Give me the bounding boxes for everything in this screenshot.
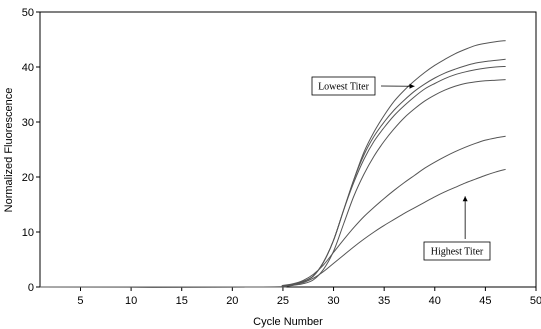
y-tick-label: 50 (22, 7, 34, 19)
annotation-lowest-titer: Lowest Titer (311, 76, 415, 96)
x-tick-label: 15 (176, 295, 188, 307)
titer-annotations: Lowest Titer Highest Titer (311, 76, 491, 261)
x-tick-label: 25 (277, 295, 289, 307)
y-tick-label: 30 (22, 117, 34, 129)
x-tick-label: 30 (327, 295, 339, 307)
annotation-highest-titer: Highest Titer (423, 196, 491, 261)
annotation-label: Lowest Titer (318, 82, 370, 93)
y-tick-label: 10 (22, 227, 34, 239)
x-tick-label: 45 (479, 295, 491, 307)
x-tick-label: 5 (77, 295, 83, 307)
x-axis-title: Cycle Number (253, 316, 323, 328)
amplification-curve-3 (39, 65, 506, 288)
annotation-box (311, 76, 376, 96)
x-tick-label: 20 (226, 295, 238, 307)
amplification-curves (39, 40, 506, 288)
amplification-curve-5 (39, 135, 506, 288)
x-axis-ticks: 5 10 15 20 25 30 35 40 45 50 (77, 287, 541, 307)
y-axis-title: Normalized Fluorescence (3, 88, 15, 213)
annotation-label: Highest Titer (431, 247, 484, 258)
amplification-curve-4 (39, 79, 506, 288)
y-axis-ticks: 0 10 20 30 40 50 (22, 7, 40, 294)
annotation-box (423, 241, 491, 261)
amplification-curve-6 (39, 168, 506, 288)
arrowhead-icon (462, 196, 468, 202)
y-tick-label: 20 (22, 172, 34, 184)
x-tick-label: 40 (429, 295, 441, 307)
y-tick-label: 0 (28, 282, 34, 294)
arrowhead-icon (409, 83, 415, 89)
y-tick-label: 40 (22, 62, 34, 74)
x-tick-label: 35 (378, 295, 390, 307)
plot-area-frame (39, 11, 537, 288)
x-tick-label: 10 (125, 295, 137, 307)
x-tick-label: 50 (530, 295, 541, 307)
